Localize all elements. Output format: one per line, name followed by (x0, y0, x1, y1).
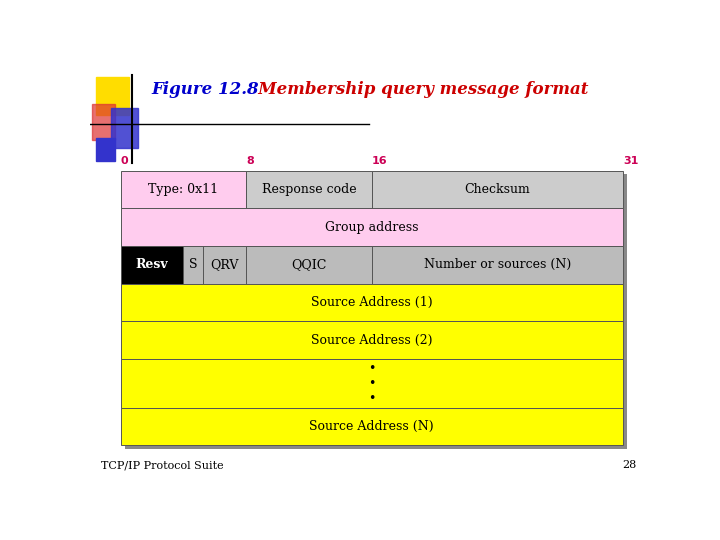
Bar (96, 138, 115, 161)
Text: 16: 16 (372, 156, 387, 166)
Text: 0: 0 (121, 156, 128, 166)
Text: Resv: Resv (136, 258, 168, 271)
Text: Source Address (1): Source Address (1) (311, 296, 433, 309)
Bar (121, 284, 623, 321)
Text: 8: 8 (246, 156, 254, 166)
Bar (202, 246, 246, 284)
Text: Checksum: Checksum (464, 183, 530, 196)
Bar (125, 174, 627, 449)
Bar (121, 408, 623, 445)
Text: •
•
•: • • • (368, 362, 375, 404)
Bar (246, 171, 372, 208)
Bar (121, 321, 623, 359)
Text: Membership query message format: Membership query message format (240, 82, 588, 98)
Text: Figure 12.8: Figure 12.8 (151, 82, 259, 98)
Text: Source Address (N): Source Address (N) (310, 420, 434, 433)
Text: 28: 28 (623, 460, 637, 470)
Text: Group address: Group address (325, 221, 418, 234)
Bar (121, 246, 184, 284)
Text: QQIC: QQIC (292, 258, 327, 271)
Text: Type: 0x11: Type: 0x11 (148, 183, 219, 196)
Bar (246, 246, 372, 284)
Bar (121, 208, 623, 246)
Text: Number or sources (N): Number or sources (N) (423, 258, 571, 271)
Text: Source Address (2): Source Address (2) (311, 334, 433, 347)
Bar (184, 246, 202, 284)
Bar (111, 109, 138, 148)
Text: QRV: QRV (210, 258, 238, 271)
Text: S: S (189, 258, 197, 271)
Bar (91, 104, 115, 140)
Bar (121, 359, 623, 408)
Text: 31: 31 (623, 156, 638, 166)
Bar (372, 171, 623, 208)
Bar (372, 246, 623, 284)
Bar (121, 171, 246, 208)
Text: TCP/IP Protocol Suite: TCP/IP Protocol Suite (101, 460, 224, 470)
Bar (96, 77, 129, 114)
Text: Response code: Response code (261, 183, 356, 196)
